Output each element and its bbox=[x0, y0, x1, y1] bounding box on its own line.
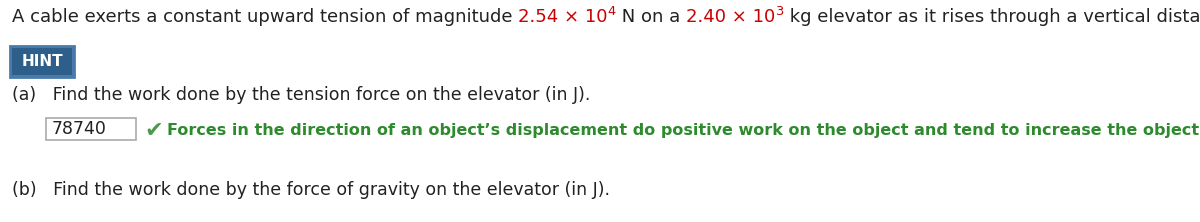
FancyBboxPatch shape bbox=[10, 46, 74, 77]
Text: 2.40 × 10: 2.40 × 10 bbox=[686, 8, 775, 26]
Text: A cable exerts a constant upward tension of magnitude: A cable exerts a constant upward tension… bbox=[12, 8, 518, 26]
Text: (a)   Find the work done by the tension force on the elevator (in J).: (a) Find the work done by the tension fo… bbox=[12, 86, 590, 104]
Text: 78740: 78740 bbox=[52, 120, 107, 138]
Text: HINT: HINT bbox=[22, 54, 62, 69]
Text: ✔: ✔ bbox=[144, 121, 163, 141]
Text: (b)   Find the work done by the force of gravity on the elevator (in J).: (b) Find the work done by the force of g… bbox=[12, 181, 610, 199]
Text: 4: 4 bbox=[607, 5, 616, 18]
Text: 2.54 × 10: 2.54 × 10 bbox=[518, 8, 607, 26]
Text: N on a: N on a bbox=[616, 8, 686, 26]
FancyBboxPatch shape bbox=[46, 118, 136, 140]
Text: Forces in the direction of an object’s displacement do positive work on the obje: Forces in the direction of an object’s d… bbox=[167, 123, 1200, 137]
Text: kg elevator as it rises through a vertical distance of: kg elevator as it rises through a vertic… bbox=[784, 8, 1200, 26]
Text: 3: 3 bbox=[775, 5, 784, 18]
FancyBboxPatch shape bbox=[12, 48, 72, 75]
